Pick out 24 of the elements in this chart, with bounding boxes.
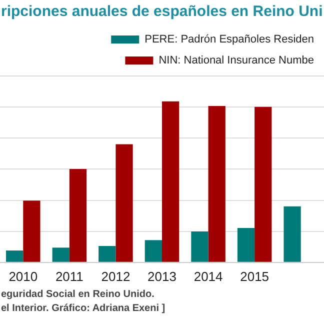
bar (284, 206, 301, 262)
legend-label: NIN: National Insurance Numbe (158, 54, 314, 67)
x-tick-label: 2012 (101, 268, 130, 284)
x-tick-label: 2010 (8, 268, 38, 284)
bar (191, 231, 208, 262)
chart-title: ripciones anuales de españoles en Reino Uni (0, 2, 324, 22)
bar (237, 228, 255, 262)
bar (254, 106, 272, 262)
x-tick-label: 2011 (55, 268, 84, 284)
x-tick-label: 2013 (148, 268, 176, 284)
bar (6, 250, 24, 262)
bar (144, 240, 162, 262)
legend-label: PERE: Padrón Españoles Residen (144, 34, 314, 46)
x-tick-label: 2015 (240, 268, 270, 284)
text: eguridad Social en Reino Unido. (1, 288, 156, 302)
bar (116, 144, 133, 262)
bar (162, 101, 180, 262)
bar (52, 248, 70, 262)
text: el Interior. Gráfico: Adriana Exeni ] (1, 302, 166, 316)
bar (23, 200, 40, 262)
bar (69, 169, 87, 262)
bar (98, 246, 116, 262)
x-tick-label: 2014 (194, 268, 223, 284)
bar (208, 106, 226, 262)
